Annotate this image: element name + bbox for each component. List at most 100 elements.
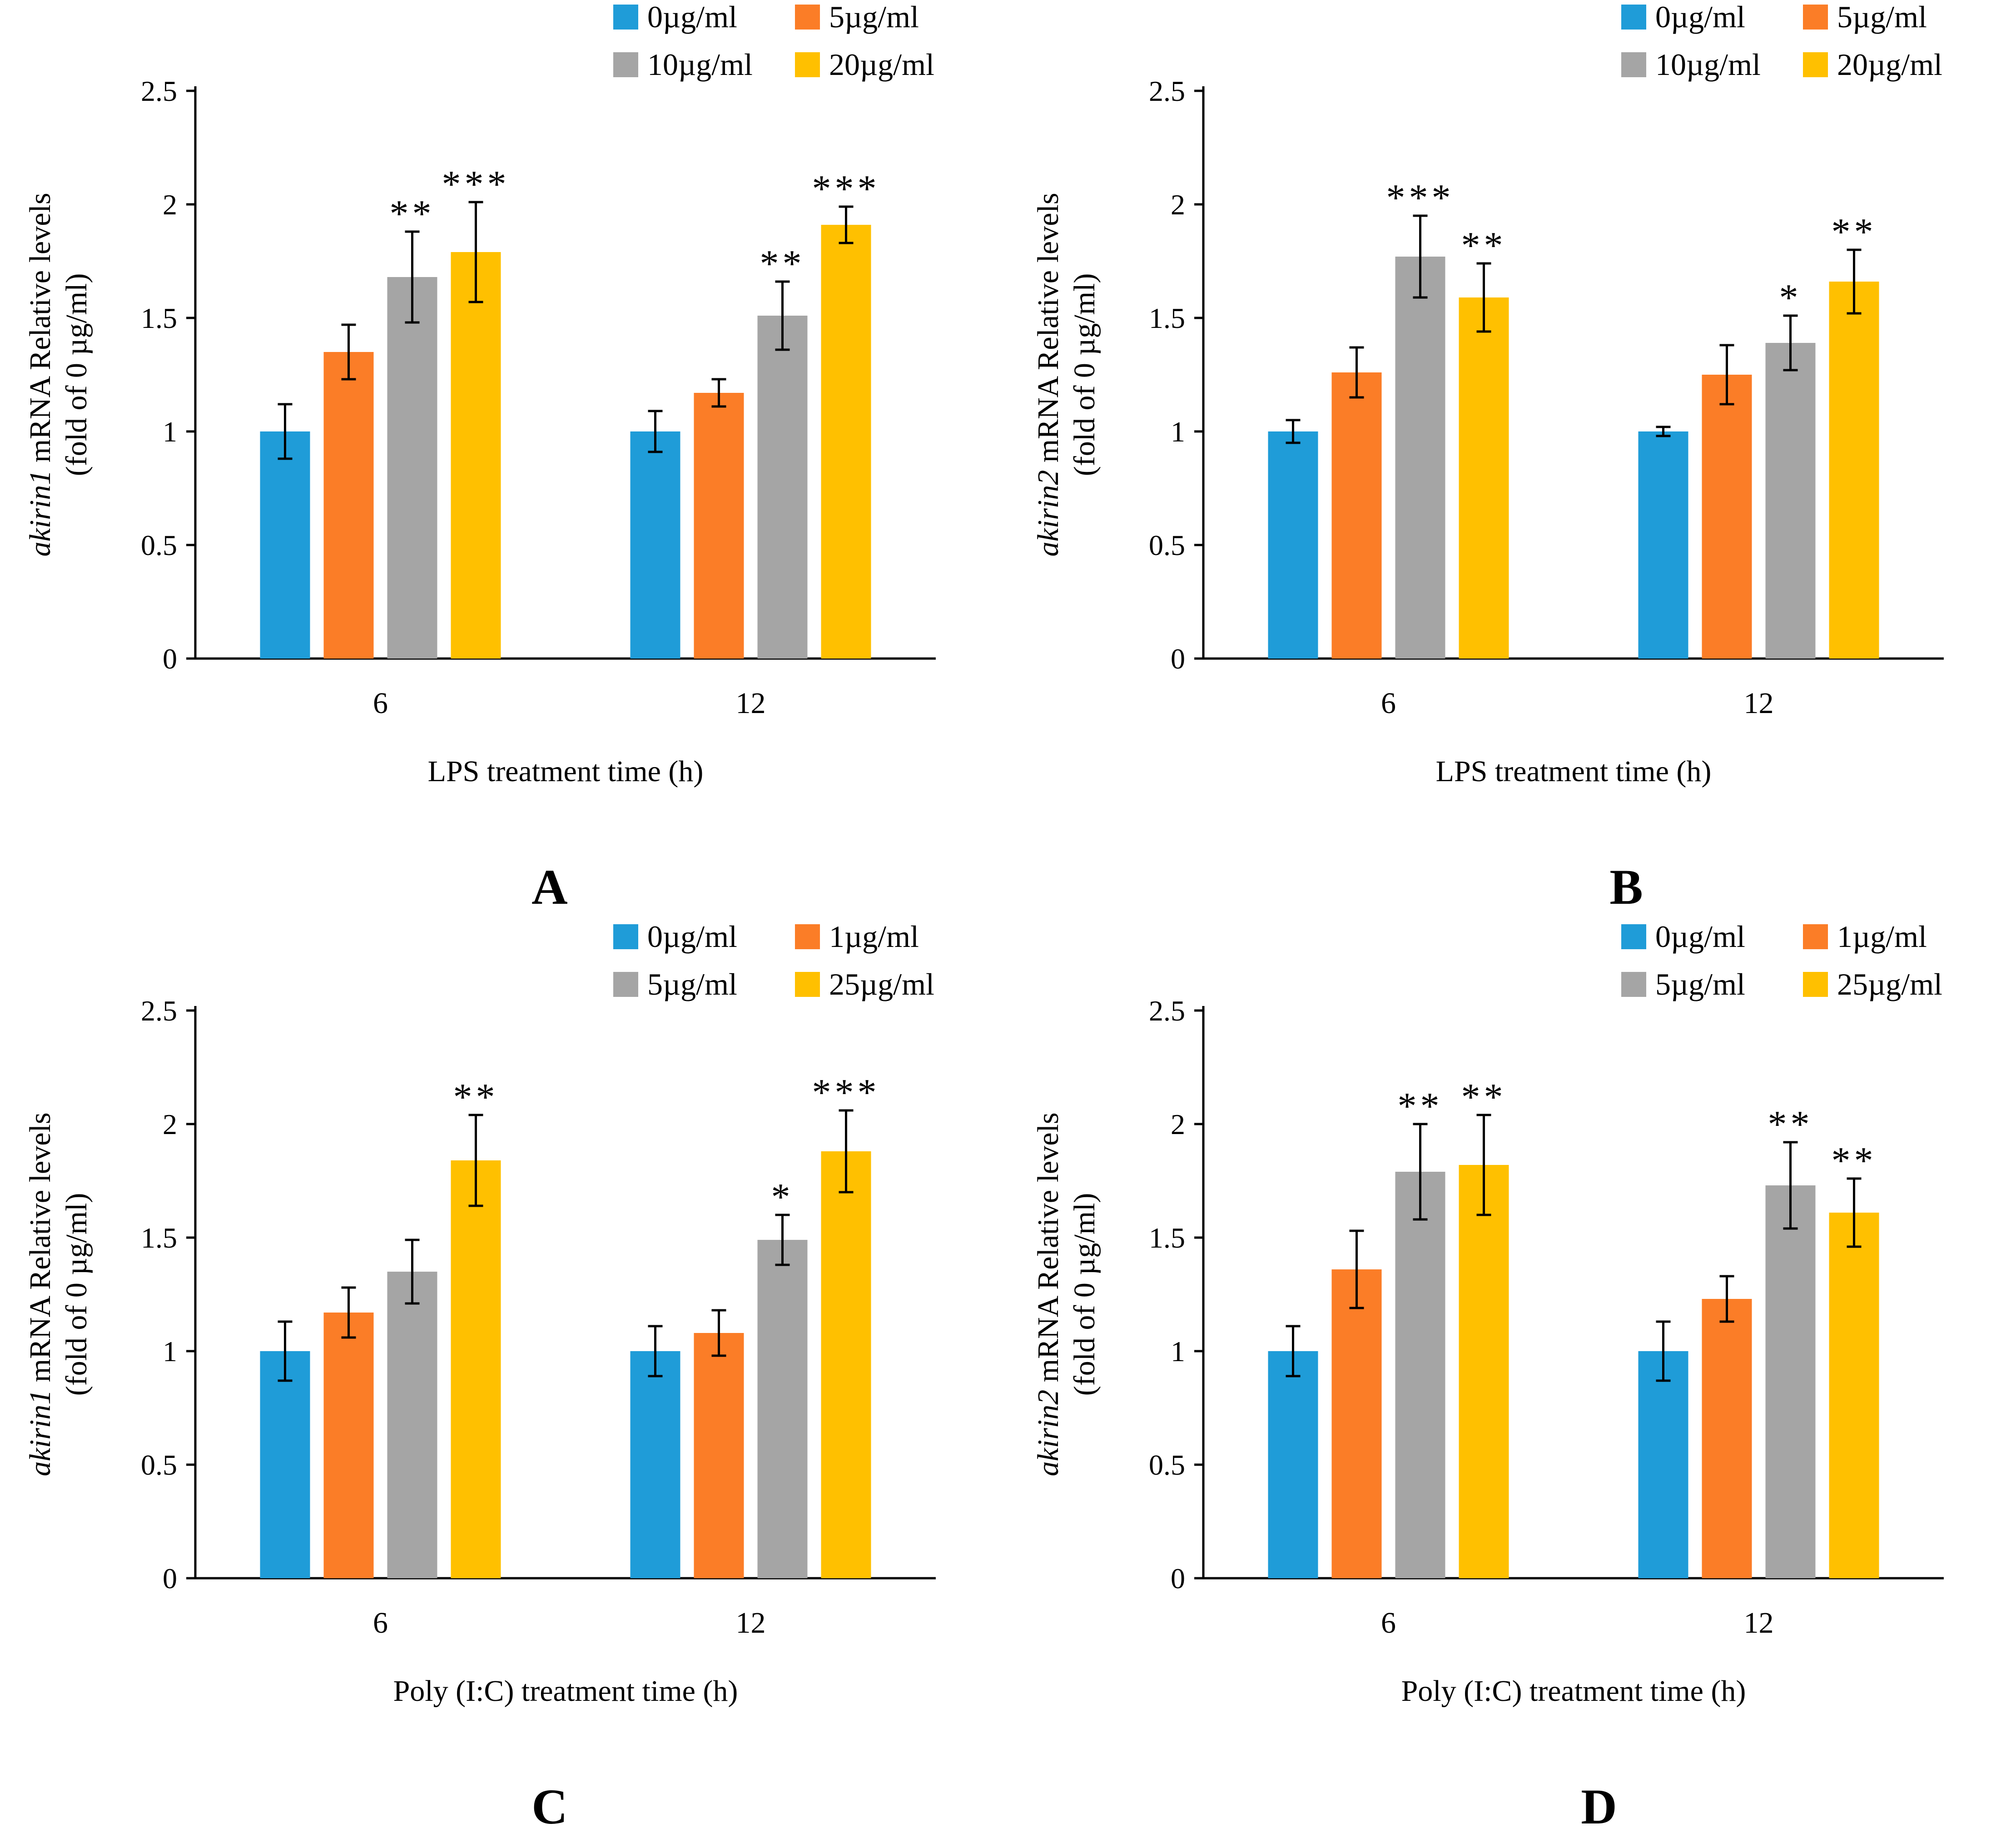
bar <box>1395 1172 1445 1578</box>
bar <box>1702 1299 1752 1578</box>
y-axis-subtitle: (fold of 0 µg/ml) <box>1068 1193 1101 1396</box>
y-tick-label: 2.5 <box>141 75 177 107</box>
y-axis-title: akirin2 mRNA Relative levels <box>1032 193 1065 556</box>
y-axis-title: akirin1 mRNA Relative levels <box>24 1112 57 1476</box>
y-tick-label: 2.5 <box>1149 75 1185 107</box>
panel-label-c: C <box>531 1779 568 1834</box>
legend-swatch <box>795 972 820 997</box>
chart-panel-d: 0 0.5 1 1.5 2 2.5 akirin2 mRNA Relative levels… <box>1008 919 2016 1783</box>
y-axis-title-rest: mRNA Relative levels <box>24 193 57 470</box>
x-tick-label: 12 <box>1744 687 1774 720</box>
bar <box>694 393 744 659</box>
bar <box>1268 431 1318 659</box>
bar <box>260 431 310 659</box>
y-tick-label: 2.5 <box>1149 995 1185 1027</box>
chart-panel-c: 0 0.5 1 1.5 2 2.5 akirin1 mRNA Relative levels… <box>0 919 1008 1783</box>
legend-label: 5µg/ml <box>829 0 919 34</box>
bar <box>757 316 808 659</box>
legend-label: 1µg/ml <box>829 920 919 954</box>
y-tick-label: 0 <box>1171 1562 1185 1595</box>
panel-label-b: B <box>1609 859 1643 915</box>
significance-label: * <box>771 1176 794 1218</box>
legend-swatch <box>613 972 638 997</box>
bar <box>694 1333 744 1578</box>
significance-label: *** <box>812 1071 880 1114</box>
legend-swatch <box>1621 52 1646 77</box>
significance-label: *** <box>1386 177 1455 219</box>
legend-swatch <box>613 924 638 949</box>
legend-label: 25µg/ml <box>1837 967 1942 1001</box>
y-axis-subtitle: (fold of 0 µg/ml) <box>60 1193 93 1396</box>
bar <box>1268 1351 1318 1578</box>
significance-label: ** <box>453 1076 499 1118</box>
x-tick-label: 6 <box>373 1606 388 1640</box>
chart-c-svg: 0 0.5 1 1.5 2 2.5 akirin1 mRNA Relative levels… <box>24 919 936 1708</box>
legend-label: 10µg/ml <box>647 47 753 82</box>
y-axis-title: akirin1 mRNA Relative levels <box>24 193 57 556</box>
significance-label: * <box>1779 277 1802 319</box>
x-tick-label: 6 <box>1381 1606 1396 1640</box>
bar <box>1765 343 1816 659</box>
bar <box>260 1351 310 1578</box>
x-tick-label: 12 <box>736 1606 766 1640</box>
y-axis-subtitle: (fold of 0 µg/ml) <box>1068 273 1101 476</box>
x-axis-title: Poly (I:C) treatment time (h) <box>1401 1675 1746 1708</box>
bar <box>1331 1269 1382 1578</box>
legend-label: 5µg/ml <box>1837 0 1927 34</box>
y-tick-label: 2.5 <box>141 995 177 1027</box>
x-tick-label: 6 <box>1381 687 1396 720</box>
bar <box>387 1272 437 1578</box>
legend-swatch <box>613 5 638 30</box>
bar <box>1459 1165 1509 1578</box>
bar <box>757 1240 808 1578</box>
legend-swatch <box>1621 924 1646 949</box>
significance-label: *** <box>812 168 880 210</box>
x-axis-title: Poly (I:C) treatment time (h) <box>393 1675 738 1708</box>
chart-panel-b: 0 0.5 1 1.5 2 2.5 akirin2 mRNA Relative levels… <box>1008 0 2016 863</box>
y-tick-label: 1 <box>163 416 177 448</box>
significance-label: ** <box>1832 211 1877 253</box>
y-axis-title-rest: mRNA Relative levels <box>1032 193 1065 470</box>
x-axis-title: LPS treatment time (h) <box>1436 755 1712 788</box>
legend-label: 5µg/ml <box>1655 967 1745 1001</box>
bar <box>630 431 680 659</box>
significance-label: ** <box>1768 1103 1813 1145</box>
legend-label: 20µg/ml <box>1837 47 1942 82</box>
bar <box>630 1351 680 1578</box>
legend-label: 0µg/ml <box>647 920 737 954</box>
chart-b-svg: 0 0.5 1 1.5 2 2.5 akirin2 mRNA Relative levels… <box>1032 0 1944 788</box>
panel-label-d: D <box>1581 1779 1617 1834</box>
legend-swatch <box>795 924 820 949</box>
legend-label: 5µg/ml <box>647 967 737 1001</box>
legend-label: 0µg/ml <box>647 0 737 34</box>
legend-swatch <box>795 52 820 77</box>
bar <box>821 225 871 659</box>
significance-label: ** <box>1398 1085 1443 1127</box>
significance-label: ** <box>390 193 435 235</box>
significance-label: *** <box>442 163 510 205</box>
x-tick-label: 12 <box>736 687 766 720</box>
y-tick-label: 1 <box>1171 416 1185 448</box>
bar <box>1331 372 1382 659</box>
x-axis-title: LPS treatment time (h) <box>428 755 704 788</box>
y-tick-label: 0 <box>163 1562 177 1595</box>
y-tick-label: 2 <box>1171 188 1185 221</box>
bar <box>1459 297 1509 659</box>
legend-swatch <box>1803 52 1828 77</box>
y-axis-gene-name: akirin2 <box>1032 1390 1065 1476</box>
y-axis-title-rest: mRNA Relative levels <box>24 1112 57 1389</box>
x-tick-label: 12 <box>1744 1606 1774 1640</box>
y-axis-title-rest: mRNA Relative levels <box>1032 1112 1065 1389</box>
significance-label: ** <box>1461 1076 1507 1118</box>
y-tick-label: 0.5 <box>1149 1449 1185 1481</box>
y-tick-label: 1 <box>1171 1335 1185 1367</box>
y-axis-subtitle: (fold of 0 µg/ml) <box>60 273 93 476</box>
bar <box>1638 431 1688 659</box>
y-axis-gene-name: akirin2 <box>1032 470 1065 557</box>
y-tick-label: 0 <box>163 643 177 675</box>
y-axis-gene-name: akirin1 <box>24 470 57 557</box>
legend-label: 20µg/ml <box>829 47 934 82</box>
legend-swatch <box>1803 972 1828 997</box>
bar <box>1638 1351 1688 1578</box>
y-axis-gene-name: akirin1 <box>24 1390 57 1476</box>
